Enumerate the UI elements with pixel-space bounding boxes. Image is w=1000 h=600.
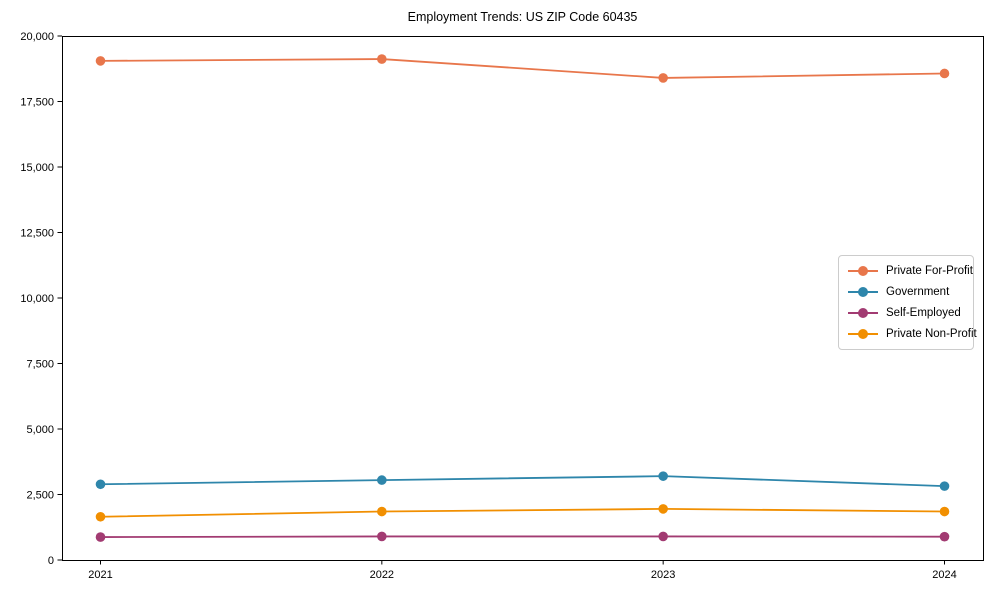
x-axis-tick-label: 2023 (651, 569, 675, 581)
y-axis-tick-label: 0 (48, 555, 54, 567)
data-point-marker (658, 504, 668, 514)
series-line-self-employed (100, 535, 945, 538)
data-point-marker (939, 481, 950, 491)
series-line-private-non-profit (100, 508, 945, 518)
series-line-private-for-profit (100, 58, 945, 79)
data-point-marker (939, 68, 950, 79)
legend-item-private-for-profit: Private For-Profit (848, 263, 973, 279)
y-axis-tick-label: 20,000 (20, 31, 54, 43)
y-axis-tick-label: 12,500 (20, 227, 54, 239)
data-point-marker (377, 531, 387, 542)
data-point-marker (95, 532, 106, 542)
legend-item-government: Government (848, 284, 963, 300)
data-point-marker (95, 479, 106, 490)
data-point-marker (377, 54, 387, 64)
x-axis-tick-label: 2024 (932, 569, 956, 581)
x-axis-tick-label: 2021 (88, 569, 112, 581)
legend-line-marker-sample (848, 266, 878, 276)
legend-line-marker-sample (848, 329, 878, 339)
y-axis-tick-label: 5,000 (26, 424, 54, 436)
data-point-marker (658, 531, 668, 542)
data-point-marker (939, 531, 950, 542)
series-line-government (100, 475, 945, 488)
y-axis-tick-label: 17,500 (20, 96, 54, 108)
data-point-marker (939, 506, 950, 517)
data-point-marker (377, 506, 387, 517)
legend-label: Private For-Profit (886, 265, 973, 277)
y-axis-tick-label: 2,500 (26, 489, 54, 501)
data-point-marker (95, 511, 106, 522)
legend-line-marker-sample (848, 308, 878, 318)
data-point-marker (658, 471, 668, 481)
legend-label: Self-Employed (886, 307, 961, 319)
legend-item-self-employed: Self-Employed (848, 305, 963, 321)
chart-legend: Private For-Profit Government Self-Employe… (838, 255, 977, 350)
legend-item-private-non-profit: Private Non-Profit (848, 326, 977, 342)
y-axis-tick-label: 15,000 (20, 162, 54, 174)
data-point-marker (658, 73, 668, 83)
y-axis-tick-label: 10,000 (20, 293, 54, 305)
chart-title: Employment Trends: US ZIP Code 60435 (407, 10, 638, 24)
data-point-marker (377, 475, 387, 485)
y-axis-tick-label: 7,500 (26, 358, 54, 370)
legend-label: Private Non-Profit (886, 328, 977, 340)
data-point-marker (95, 56, 106, 66)
plot-spines (62, 36, 984, 561)
legend-line-marker-sample (848, 287, 878, 297)
legend-label: Government (886, 286, 950, 298)
x-axis-tick-label: 2022 (370, 569, 394, 581)
